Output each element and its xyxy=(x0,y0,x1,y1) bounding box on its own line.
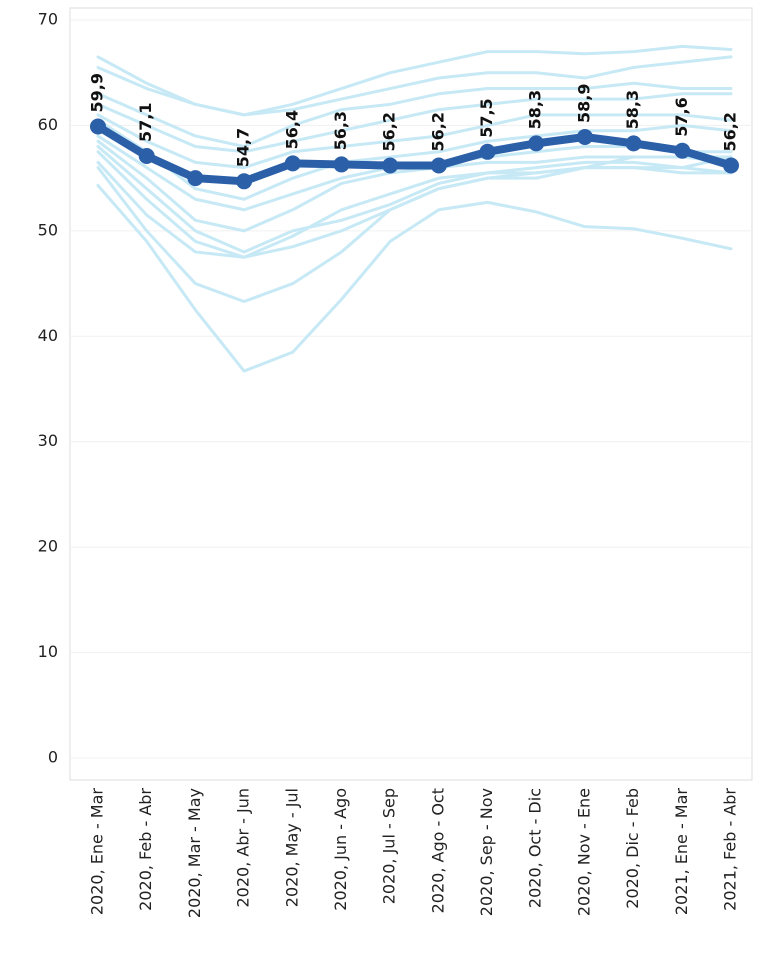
point xyxy=(382,157,399,174)
point xyxy=(236,173,253,190)
x-tick-label: 2020, Sep - Nov xyxy=(477,788,496,916)
point xyxy=(187,170,204,187)
x-tick-label: 2020, Oct - Dic xyxy=(526,788,545,908)
x-tick-label: 2020, Ago - Oct xyxy=(428,788,447,913)
data-label: 58,3 xyxy=(623,90,642,129)
y-tick-label: 10 xyxy=(38,642,58,661)
background-line xyxy=(96,55,733,117)
point xyxy=(723,157,739,174)
point xyxy=(528,135,545,152)
data-label: 58,3 xyxy=(526,90,545,129)
data-label: 57,6 xyxy=(672,97,691,136)
data-label: 56,2 xyxy=(380,112,399,151)
point xyxy=(674,142,691,159)
x-tick-label: 2020, May - Jul xyxy=(282,788,301,907)
background-line xyxy=(96,118,733,201)
x-tick-label: 2020, Ene - Mar xyxy=(88,788,107,916)
point xyxy=(479,143,496,160)
x-tick-label: 2020, Jun - Ago xyxy=(331,788,350,911)
x-tick-label: 2020, Feb - Abr xyxy=(136,788,155,911)
background-line xyxy=(96,184,733,373)
background-line xyxy=(96,81,733,149)
background-line xyxy=(96,155,733,303)
x-tick-label: 2020, Nov - Ene xyxy=(574,788,593,916)
plot-frame xyxy=(69,7,753,781)
x-tick-label: 2021, Feb - Abr xyxy=(721,788,740,911)
x-tick-label: 2020, Abr - Jun xyxy=(234,788,253,908)
y-tick-label: 0 xyxy=(48,748,58,767)
data-label: 56,2 xyxy=(428,112,447,151)
point xyxy=(430,157,447,174)
y-tick-label: 30 xyxy=(38,431,58,450)
data-label: 57,5 xyxy=(477,98,496,137)
point xyxy=(90,118,106,135)
data-label: 57,1 xyxy=(136,103,155,142)
y-tick-label: 50 xyxy=(38,220,58,239)
x-tick-label: 2020, Mar - May xyxy=(185,788,204,918)
main-line xyxy=(94,122,735,186)
point xyxy=(625,135,642,152)
data-label: 58,9 xyxy=(574,84,593,123)
point xyxy=(138,148,155,165)
point xyxy=(576,129,593,146)
y-tick-label: 60 xyxy=(38,115,58,134)
x-tick-label: 2020, Dic - Feb xyxy=(623,788,642,909)
y-tick-label: 40 xyxy=(38,326,58,345)
background-line xyxy=(96,145,733,254)
data-label: 56,3 xyxy=(331,111,350,150)
background-line xyxy=(96,139,733,233)
x-tick-label: 2020, Jul - Sep xyxy=(380,788,399,904)
background-line xyxy=(96,113,733,170)
data-label: 56,4 xyxy=(282,110,301,149)
data-label: 54,7 xyxy=(234,128,253,167)
point xyxy=(333,156,350,173)
y-tick-label: 20 xyxy=(38,537,58,556)
y-tick-label: 70 xyxy=(38,10,58,29)
point xyxy=(284,155,301,172)
data-label: 59,9 xyxy=(88,73,107,112)
background-line xyxy=(96,92,733,154)
data-label: 56,2 xyxy=(721,112,740,151)
x-tick-label: 2021, Ene - Mar xyxy=(672,788,691,916)
